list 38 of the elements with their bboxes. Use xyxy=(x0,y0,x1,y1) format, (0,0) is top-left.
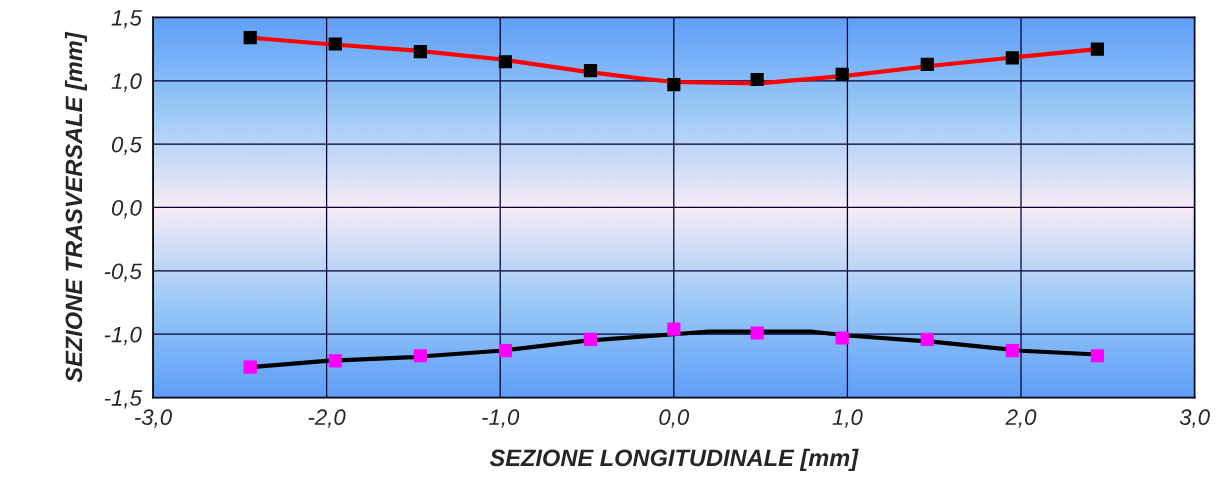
point xyxy=(667,322,681,336)
point xyxy=(750,72,764,87)
y-tick-label: -0,5 xyxy=(104,263,142,282)
x-tick-label: 1,0 xyxy=(832,409,863,428)
point xyxy=(498,344,512,358)
point xyxy=(667,77,681,92)
point xyxy=(750,326,764,340)
point xyxy=(243,360,257,374)
y-tick-label: -1,0 xyxy=(104,326,142,346)
point xyxy=(1005,344,1019,358)
x-tick-label: -2,0 xyxy=(308,409,346,428)
point xyxy=(413,349,427,363)
x-tick-label: 2,0 xyxy=(1005,409,1037,428)
point xyxy=(328,354,342,368)
point xyxy=(835,331,849,345)
y-tick-label: 0,0 xyxy=(111,200,142,219)
y-tick-label: -1,5 xyxy=(104,390,142,409)
point xyxy=(1090,349,1104,363)
point xyxy=(243,31,257,45)
point xyxy=(328,37,342,51)
point xyxy=(920,57,934,71)
x-tick-label: 3,0 xyxy=(1179,409,1210,428)
point xyxy=(920,332,934,346)
point xyxy=(1090,42,1104,56)
point xyxy=(835,67,849,82)
y-tick-label: 1,5 xyxy=(111,10,142,29)
point xyxy=(413,45,427,59)
x-tick-label: -3,0 xyxy=(134,409,172,428)
point xyxy=(583,332,598,346)
point xyxy=(583,64,598,78)
x-tick-label: -1,0 xyxy=(482,409,520,428)
point xyxy=(498,55,512,69)
x-axis-title: SEZIONE LONGITUDINALE [mm] xyxy=(489,448,859,471)
y-tick-label: 1,0 xyxy=(111,73,142,92)
y-axis-title: SEZIONE TRASVERSALE [mm] xyxy=(64,31,87,383)
point xyxy=(1005,51,1019,65)
x-tick-label: 0,0 xyxy=(659,409,690,428)
y-tick-label: 0,5 xyxy=(111,136,142,156)
